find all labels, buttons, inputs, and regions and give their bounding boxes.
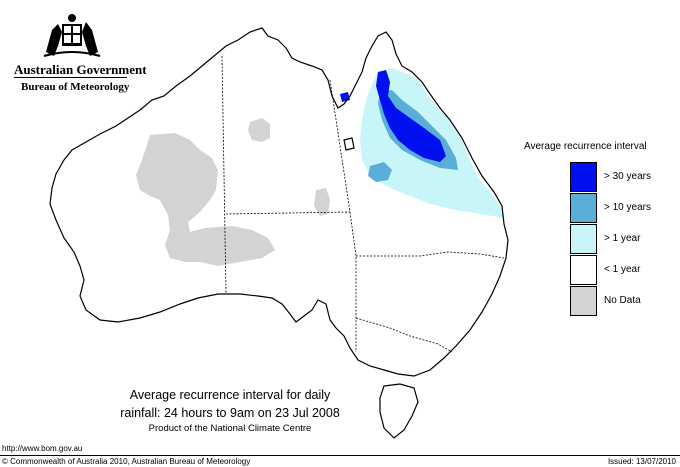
coat-of-arms-icon	[43, 14, 101, 57]
border-wa	[221, 55, 227, 295]
legend-swatch	[570, 255, 597, 285]
no-data-region-west	[136, 133, 275, 266]
legend-swatch	[570, 193, 597, 223]
gulf-island	[343, 137, 355, 151]
map-title-line-1: Average recurrence interval for daily	[129, 388, 331, 402]
website-link[interactable]: http://www.bom.gov.au	[2, 444, 83, 453]
copyright-notice: © Commonwealth of Australia 2010, Austra…	[2, 457, 251, 466]
agency-name: Bureau of Meteorology	[21, 81, 130, 93]
border-sa-qld-nsw	[349, 211, 357, 352]
legend-label: < 1 year	[604, 264, 641, 275]
legend-title: Average recurrence interval	[524, 141, 647, 152]
legend-label: > 10 years	[604, 202, 651, 213]
no-data-region-north	[248, 118, 270, 142]
legend-label: > 1 year	[604, 233, 641, 244]
border-nt-sa	[225, 211, 351, 215]
no-data-region-east	[314, 188, 330, 216]
state-borders	[221, 55, 505, 353]
border-nt-qld	[329, 79, 351, 213]
legend-label: No Data	[604, 295, 641, 306]
header-divider	[14, 77, 127, 78]
map-title-line-2: rainfall: 24 hours to 9am on 23 Jul 2008	[120, 406, 340, 420]
government-name: Australian Government	[14, 62, 147, 77]
tasmania-outline	[379, 383, 419, 439]
legend-label: > 30 years	[604, 171, 651, 182]
border-qld-nsw	[356, 251, 505, 259]
australia-outline	[49, 27, 509, 377]
legend-swatch	[570, 162, 597, 192]
footer-divider	[0, 455, 680, 456]
legend-swatch	[570, 286, 597, 316]
border-nsw-vic	[355, 317, 453, 353]
map-credit: Product of the National Climate Centre	[148, 423, 312, 434]
no-data-regions	[136, 118, 330, 266]
legend-swatch	[570, 224, 597, 254]
issued-date: Issued: 13/07/2010	[607, 457, 676, 466]
